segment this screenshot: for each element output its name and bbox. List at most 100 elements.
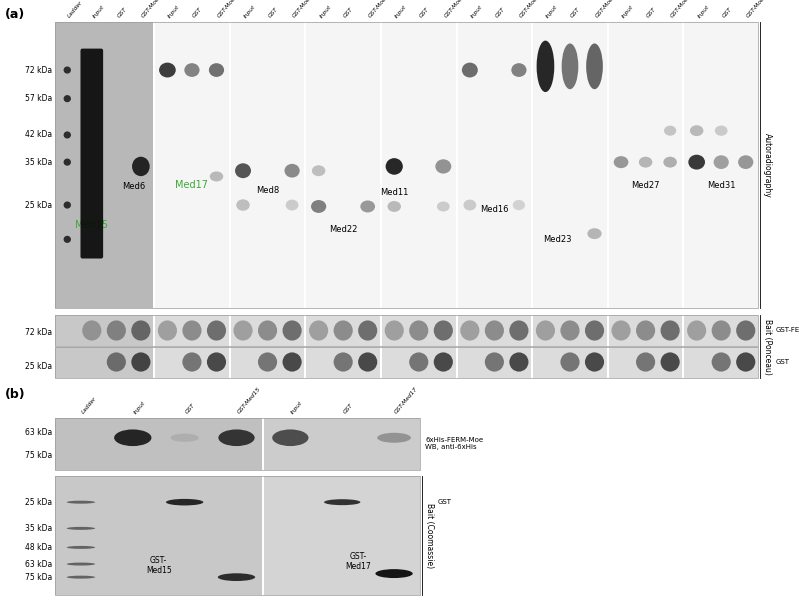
Bar <box>55 315 758 346</box>
Text: GST: GST <box>192 7 204 19</box>
Ellipse shape <box>258 352 277 371</box>
Ellipse shape <box>170 434 199 442</box>
Text: GST: GST <box>185 403 196 415</box>
Text: Input: Input <box>133 400 146 415</box>
Ellipse shape <box>587 228 602 239</box>
Ellipse shape <box>690 125 703 136</box>
Ellipse shape <box>207 352 226 371</box>
Text: GST: GST <box>117 7 128 19</box>
Ellipse shape <box>636 352 655 371</box>
Text: GST: GST <box>438 499 452 505</box>
Ellipse shape <box>688 155 705 169</box>
Text: GST-Moe: GST-Moe <box>519 0 539 19</box>
Text: 35 kDa: 35 kDa <box>25 524 52 533</box>
Text: 25 kDa: 25 kDa <box>25 362 52 371</box>
Text: GST-Med17: GST-Med17 <box>394 387 419 415</box>
Ellipse shape <box>283 352 302 371</box>
Bar <box>306 22 380 308</box>
Ellipse shape <box>66 546 95 549</box>
Text: 25 kDa: 25 kDa <box>25 201 52 209</box>
Text: GST: GST <box>776 359 790 365</box>
Ellipse shape <box>639 157 652 168</box>
Ellipse shape <box>360 200 375 212</box>
Ellipse shape <box>334 320 352 341</box>
Ellipse shape <box>661 320 680 341</box>
Ellipse shape <box>218 429 255 446</box>
Text: 35 kDa: 35 kDa <box>25 157 52 166</box>
Bar <box>155 22 229 308</box>
Text: GST-Moe: GST-Moe <box>670 0 690 19</box>
Bar <box>533 315 606 346</box>
Text: 48 kDa: 48 kDa <box>25 543 52 552</box>
Text: Bait (Coomassie): Bait (Coomassie) <box>425 503 434 568</box>
Text: Med6: Med6 <box>122 182 145 191</box>
Text: Input: Input <box>394 4 407 19</box>
Text: 75 kDa: 75 kDa <box>25 573 52 582</box>
Text: Input: Input <box>92 4 105 19</box>
Text: 42 kDa: 42 kDa <box>25 130 52 139</box>
Bar <box>458 315 531 346</box>
Ellipse shape <box>64 131 71 139</box>
Ellipse shape <box>107 320 126 341</box>
Ellipse shape <box>513 200 525 210</box>
Bar <box>231 347 304 378</box>
Ellipse shape <box>286 200 299 210</box>
Text: GST: GST <box>570 7 582 19</box>
Ellipse shape <box>738 156 753 169</box>
Ellipse shape <box>485 320 504 341</box>
Ellipse shape <box>235 163 251 178</box>
Text: GST-Moe: GST-Moe <box>594 0 614 19</box>
Ellipse shape <box>309 320 328 341</box>
Text: GST: GST <box>343 7 355 19</box>
Bar <box>382 347 455 378</box>
Text: Input: Input <box>697 4 710 19</box>
Text: 63 kDa: 63 kDa <box>25 560 52 569</box>
Bar <box>382 315 455 346</box>
Ellipse shape <box>114 429 152 446</box>
Ellipse shape <box>485 352 504 371</box>
Ellipse shape <box>182 320 201 341</box>
Bar <box>458 347 531 378</box>
Ellipse shape <box>283 320 302 341</box>
Text: Ladder: Ladder <box>81 396 97 415</box>
Text: Med27: Med27 <box>631 181 660 190</box>
Ellipse shape <box>358 320 377 341</box>
Bar <box>55 22 758 308</box>
Text: Ladder: Ladder <box>67 0 84 19</box>
Bar <box>55 347 758 378</box>
Bar <box>55 418 420 470</box>
Text: Input: Input <box>621 4 634 19</box>
FancyBboxPatch shape <box>81 49 103 259</box>
Ellipse shape <box>560 320 579 341</box>
Text: Med16: Med16 <box>480 205 509 214</box>
Ellipse shape <box>159 63 176 77</box>
Ellipse shape <box>324 499 360 505</box>
Bar <box>382 22 455 308</box>
Bar <box>306 347 380 378</box>
Bar <box>231 315 304 346</box>
Ellipse shape <box>663 157 677 168</box>
Bar <box>609 315 682 346</box>
Ellipse shape <box>131 352 150 371</box>
Ellipse shape <box>736 320 755 341</box>
Bar <box>306 315 380 346</box>
Ellipse shape <box>312 165 325 176</box>
Ellipse shape <box>536 320 555 341</box>
Ellipse shape <box>614 156 629 168</box>
Text: Input: Input <box>319 4 332 19</box>
Bar <box>609 22 682 308</box>
Ellipse shape <box>611 320 630 341</box>
Ellipse shape <box>131 320 150 341</box>
Ellipse shape <box>537 40 555 92</box>
Text: 72 kDa: 72 kDa <box>25 66 52 75</box>
Ellipse shape <box>586 43 603 89</box>
Text: Input: Input <box>290 400 304 415</box>
Text: 75 kDa: 75 kDa <box>25 451 52 460</box>
Bar <box>533 22 606 308</box>
Text: 25 kDa: 25 kDa <box>25 497 52 507</box>
Text: Med22: Med22 <box>329 225 357 234</box>
Bar <box>685 22 758 308</box>
Ellipse shape <box>64 95 71 103</box>
Bar <box>231 22 304 308</box>
Ellipse shape <box>462 63 478 77</box>
